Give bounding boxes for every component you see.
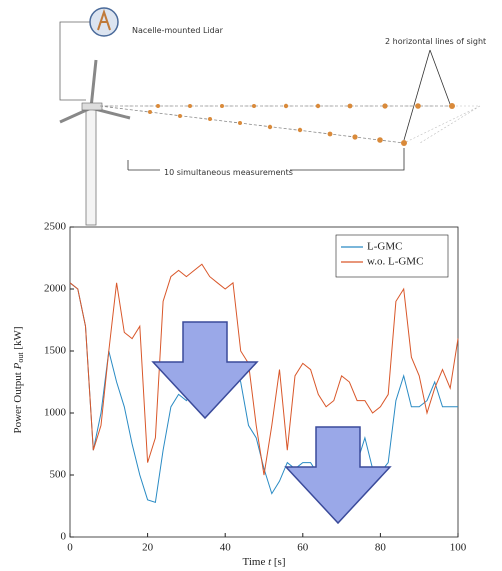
sight-fan: [100, 106, 480, 143]
y-tick-label: 1000: [44, 407, 67, 419]
line-chart: Power Output Pout [kW] Time t [s] 0 500 10…: [12, 221, 467, 568]
x-tick-label: 40: [220, 542, 232, 554]
sight-lines: [100, 106, 452, 143]
nacelle: [82, 103, 102, 110]
page: Nacelle-mounted Lidar 2 horizontal lines…: [0, 0, 502, 571]
x-label-unit: [s]: [274, 556, 286, 568]
legend-label: w.o. L-GMC: [367, 256, 423, 268]
x-axis-label: Time t [s]: [243, 556, 286, 568]
y-tick-label: 2000: [44, 283, 67, 295]
legend-label: L-GMC: [367, 241, 402, 253]
lidar-label: Nacelle-mounted Lidar: [132, 26, 224, 35]
x-tick-label: 80: [375, 542, 387, 554]
x-label-var: t: [268, 556, 272, 568]
lidar-diagram: Nacelle-mounted Lidar 2 horizontal lines…: [60, 8, 486, 225]
x-tick-label: 60: [297, 542, 309, 554]
y-axis-label: Power Output Pout [kW]: [12, 326, 27, 433]
x-tick-label: 20: [142, 542, 154, 554]
tower: [86, 108, 96, 225]
x-tick-label: 0: [67, 542, 73, 554]
x-label-text: Time: [243, 556, 266, 568]
y-label-text: Power Output: [12, 372, 24, 433]
y-label-sub: out: [16, 352, 25, 363]
y-tick-label: 2500: [44, 221, 67, 233]
callout-line: [60, 22, 90, 100]
y-tick-label: 0: [61, 531, 67, 543]
y-tick-label: 500: [50, 469, 67, 481]
measure-label: 10 simultaneous measurements: [164, 168, 293, 177]
measurement-dots: [148, 103, 455, 146]
sight-pointer: [404, 50, 450, 140]
bracket: [128, 148, 404, 170]
y-label-unit: [kW]: [12, 326, 24, 349]
x-tick-label: 100: [450, 542, 467, 554]
sight-label: 2 horizontal lines of sight: [385, 37, 486, 46]
y-tick-label: 1500: [44, 345, 67, 357]
